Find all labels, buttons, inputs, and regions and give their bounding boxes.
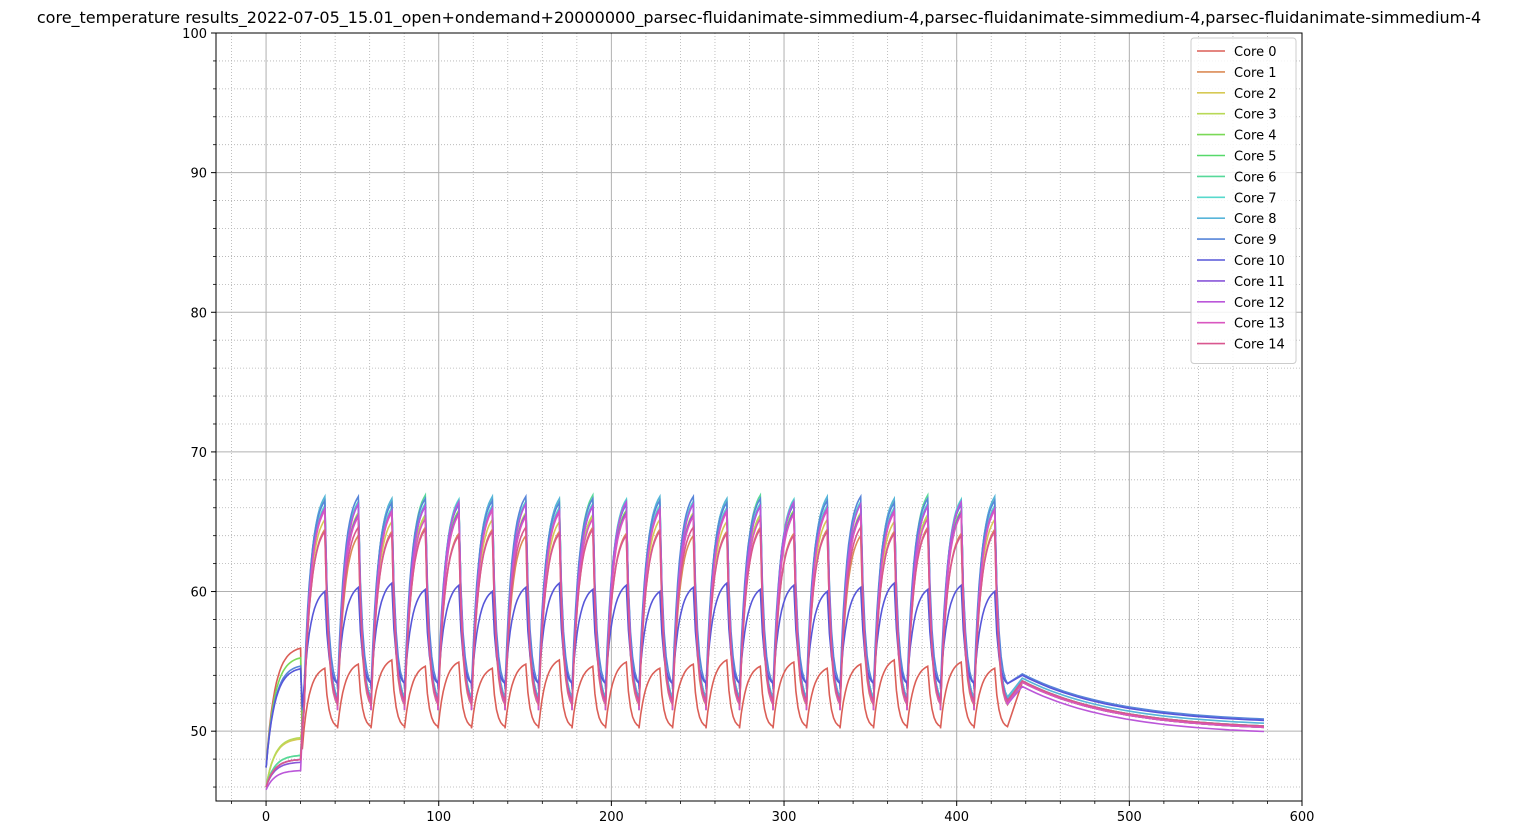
- legend-entry-label: Core 13: [1234, 317, 1285, 332]
- grid: [216, 32, 1303, 801]
- legend-entry-label: Core 9: [1234, 233, 1277, 248]
- x-tick-label: 200: [599, 810, 624, 825]
- legend-entry-label: Core 2: [1234, 87, 1277, 102]
- legend-entry-label: Core 5: [1234, 150, 1277, 165]
- legend-entry-label: Core 12: [1234, 296, 1285, 311]
- axes: 0 100 200 300 400 500 600 50 60 70 80 90 100: [182, 27, 1314, 825]
- legend-entry-label: Core 0: [1234, 45, 1277, 60]
- plot-lines: [265, 492, 1265, 791]
- x-tick-label: 0: [262, 810, 270, 825]
- legend-entry-label: Core 1: [1234, 66, 1277, 81]
- series-line-core-10: [265, 581, 1265, 768]
- legend-entry-label: Core 6: [1234, 170, 1277, 185]
- legend-entry-label: Core 11: [1234, 275, 1285, 290]
- legend-entry-label: Core 7: [1234, 191, 1277, 206]
- plot-area-frame: [215, 32, 1303, 802]
- legend-entry-label: Core 10: [1234, 254, 1285, 269]
- y-tick-label: 100: [182, 27, 207, 42]
- y-tick-label: 60: [190, 586, 207, 601]
- series-line-core-9: [265, 493, 1265, 768]
- legend-entry-label: Core 8: [1234, 212, 1277, 227]
- legend-entry-label: Core 3: [1234, 108, 1277, 123]
- y-tick-label: 90: [190, 167, 207, 182]
- x-tick-label: 500: [1117, 810, 1142, 825]
- legend-box: [1190, 37, 1297, 364]
- y-tick-label: 70: [190, 446, 207, 461]
- x-tick-label: 100: [426, 810, 451, 825]
- legend-entry-label: Core 4: [1234, 129, 1277, 144]
- x-tick-label: 300: [772, 810, 797, 825]
- x-tick-label: 600: [1290, 810, 1315, 825]
- series-line-core-0: [265, 647, 1265, 768]
- y-tick-label: 80: [190, 306, 207, 321]
- chart-title: core_temperature results_2022-07-05_15.0…: [37, 8, 1481, 28]
- series-line-core-14: [265, 524, 1265, 788]
- x-tick-label: 400: [944, 810, 969, 825]
- legend: Core 0 Core 1 Core 2 Core 3 Core 4 Core 5 Core…: [1190, 37, 1297, 364]
- y-tick-label: 50: [190, 725, 207, 740]
- legend-entry-label: Core 14: [1234, 338, 1285, 353]
